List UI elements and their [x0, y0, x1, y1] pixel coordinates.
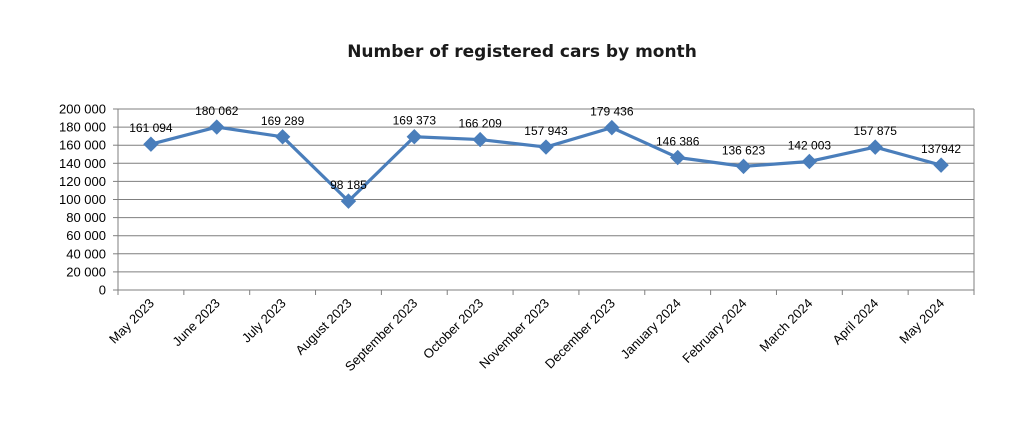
data-label: 169 289 [261, 114, 305, 128]
data-label: 137942 [921, 142, 961, 156]
data-point-marker [604, 119, 620, 136]
y-tick-label: 80 000 [66, 210, 106, 225]
data-point-marker [933, 157, 949, 173]
x-tick-label: January 2024 [618, 296, 684, 362]
data-point-marker [406, 129, 423, 145]
x-tick-label: May 2024 [896, 296, 947, 347]
data-point-marker [669, 149, 686, 166]
x-tick-label: May 2023 [106, 296, 157, 347]
data-point-marker [538, 139, 554, 155]
data-label: 142 003 [788, 138, 832, 152]
data-label: 161 094 [129, 121, 173, 135]
y-tick-label: 200 000 [59, 102, 106, 117]
data-label: 180 062 [195, 104, 239, 118]
y-tick-label: 60 000 [66, 228, 106, 243]
x-tick-label: September 2023 [342, 296, 421, 375]
x-tick-label: November 2023 [476, 296, 552, 372]
x-tick-label: April 2024 [829, 296, 881, 348]
x-tick-label: July 2023 [239, 296, 289, 346]
y-tick-label: 140 000 [59, 156, 106, 171]
data-point-marker [340, 193, 357, 209]
data-label: 169 373 [393, 114, 437, 128]
y-tick-label: 160 000 [59, 138, 106, 153]
data-label: 179 436 [590, 105, 634, 119]
data-point-marker [143, 136, 159, 152]
data-label: 146 386 [656, 135, 700, 149]
data-point-marker [867, 139, 883, 155]
y-axis: 0 20 000 40 000 60 000 80 000 100 000 120 000 1… [59, 102, 118, 298]
y-tick-label: 20 000 [66, 264, 106, 279]
data-label: 157 875 [854, 124, 898, 138]
y-tick-label: 180 000 [59, 120, 106, 135]
data-label: 157 943 [524, 124, 568, 138]
data-labels: 161 094 180 062 169 289 98 185 169 373 166 20… [129, 104, 961, 192]
data-point-marker [472, 131, 488, 148]
data-label: 136 623 [722, 143, 766, 157]
x-tick-label: October 2023 [420, 296, 486, 362]
data-label: 98 185 [330, 178, 367, 192]
chart-title: Number of registered cars by month [347, 42, 697, 62]
x-tick-label: June 2023 [169, 296, 223, 350]
x-axis: May 2023 June 2023 July 2023 August 2023Sep… [106, 290, 975, 375]
x-tick-label: February 2024 [679, 296, 749, 366]
data-label: 166 209 [458, 117, 502, 131]
data-point-marker [209, 119, 225, 135]
series-line [143, 119, 949, 209]
y-tick-label: 40 000 [66, 246, 106, 261]
x-tick-label: August 2023 [292, 296, 354, 358]
y-tick-label: 0 [99, 283, 106, 298]
y-tick-label: 100 000 [59, 192, 106, 207]
data-point-marker [274, 129, 291, 145]
x-tick-label: December 2023 [542, 296, 618, 372]
data-point-marker [735, 158, 752, 175]
data-point-marker [801, 153, 818, 170]
x-tick-label: March 2024 [756, 296, 815, 355]
y-tick-label: 120 000 [59, 174, 106, 189]
